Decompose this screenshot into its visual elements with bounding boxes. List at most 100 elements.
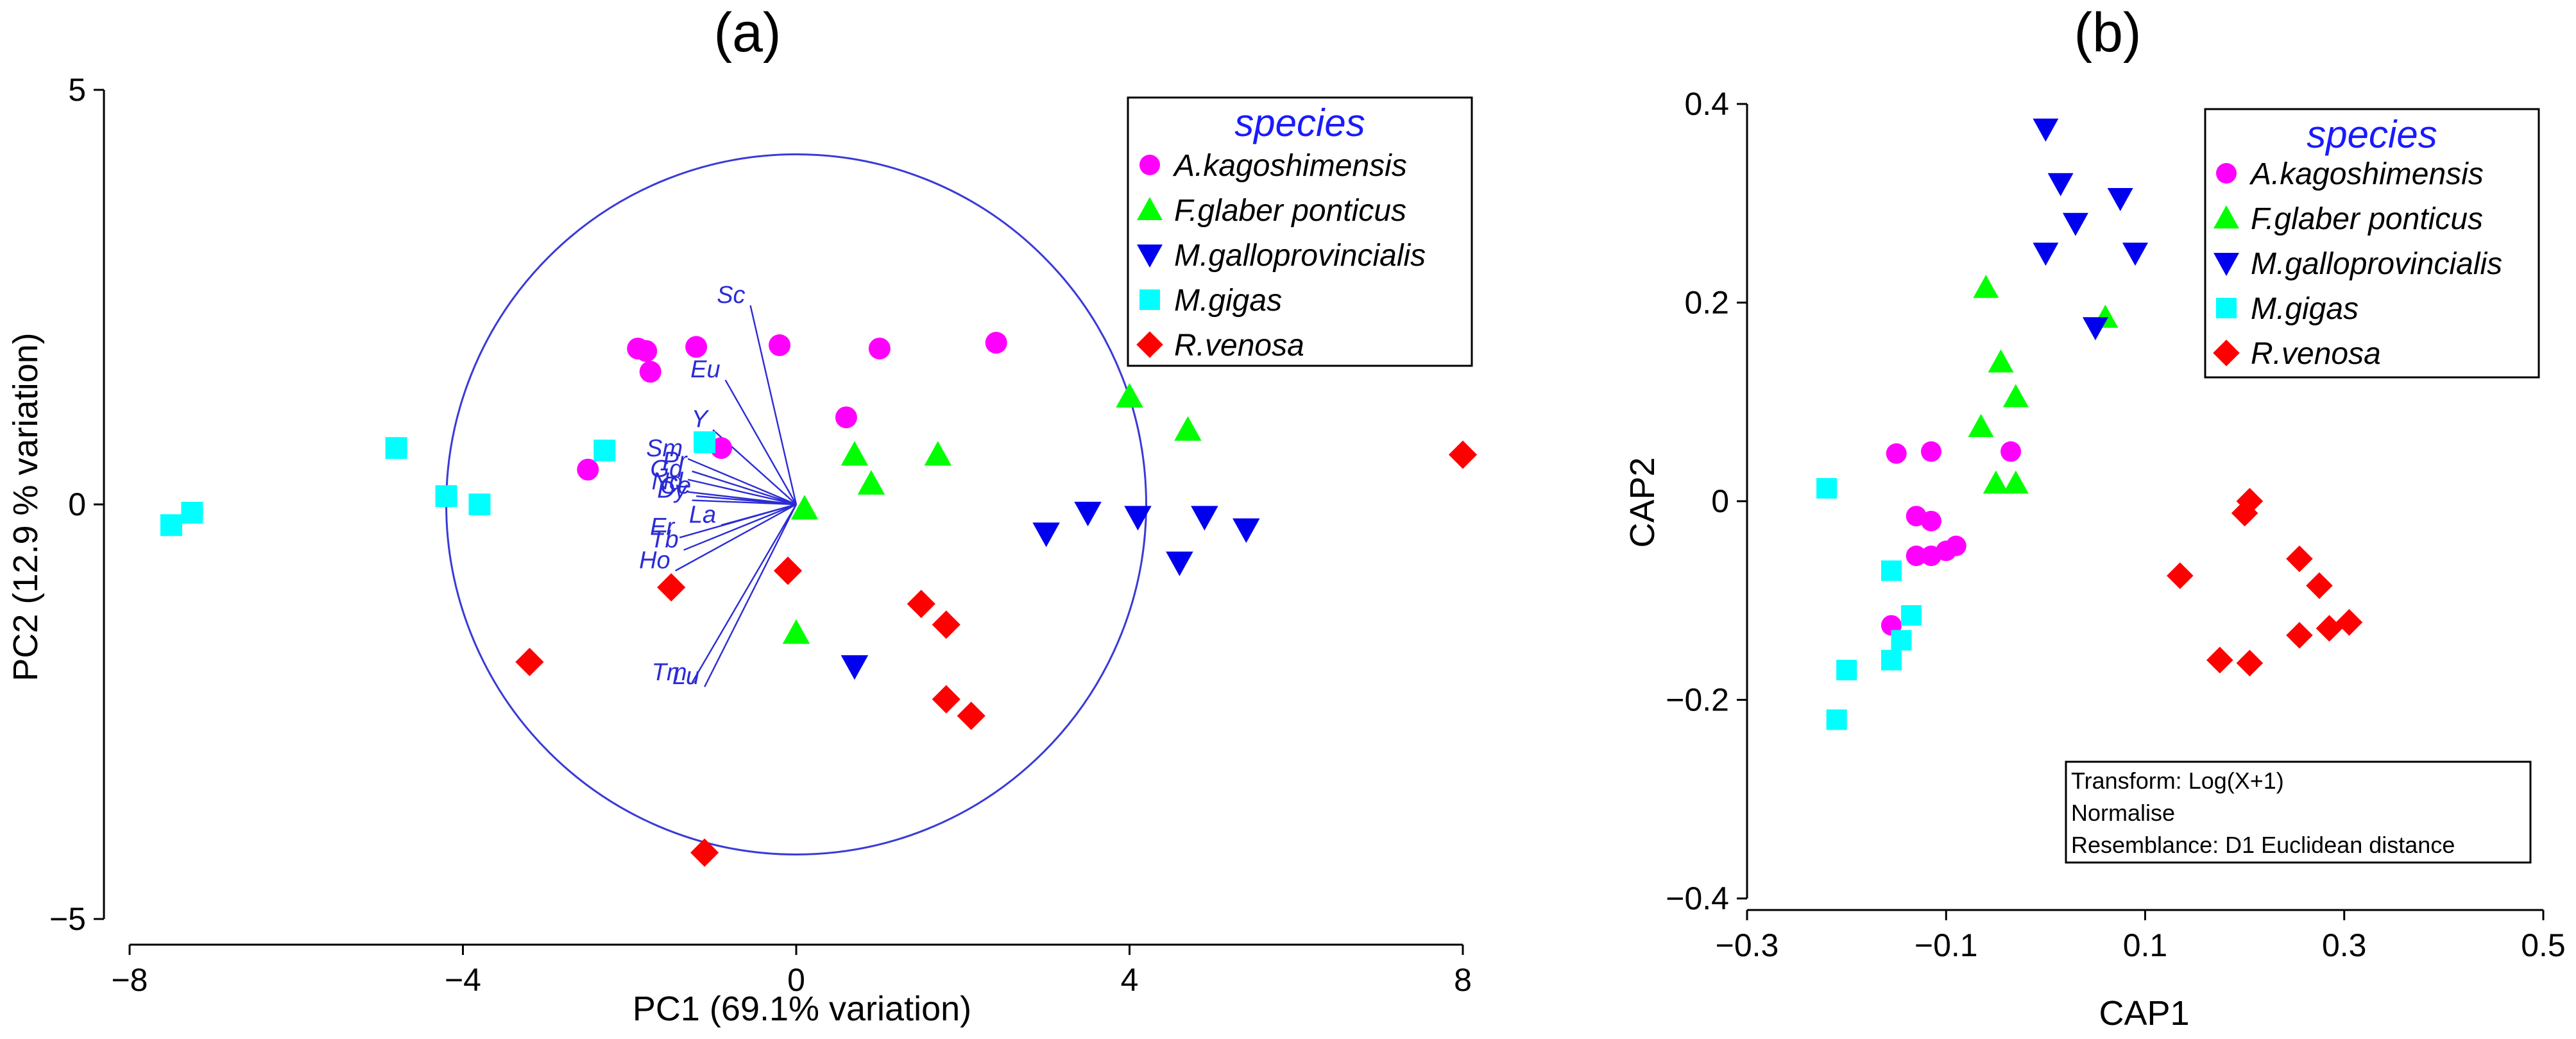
panel-b-point-a-kagoshimensis [1945, 535, 1966, 556]
panel-b-point-r-venosa [2306, 572, 2333, 599]
panel-a-point-a-kagoshimensis [577, 458, 599, 481]
vector-label-sm: Sm [646, 435, 683, 462]
panel-a-point-m-galloprovincialis [1124, 506, 1152, 531]
panel-b-y-tick-label: 0.2 [1684, 285, 1729, 321]
panel-b-legend-label-a-kagoshimensis: A.kagoshimensis [2249, 157, 2484, 191]
panel-a-point-m-gigas [593, 440, 616, 462]
panel-a-title: (a) [713, 2, 781, 64]
panel-a-pca-biplot: (a) −8 −4 0 4 8 −5 0 5 PC1 (69.1% variation) PC… [6, 2, 1478, 1028]
panel-b-point-r-venosa [2236, 649, 2264, 677]
panel-a-point-r-venosa [657, 573, 686, 602]
vector-eu [724, 379, 798, 505]
panel-a-x-tick-label: −4 [445, 962, 481, 998]
panel-b-x-tick-label: 0.3 [2322, 927, 2367, 963]
panel-a-x-axis-label: PC1 (69.1% variation) [633, 990, 971, 1028]
vector-label-eu: Eu [690, 356, 720, 383]
panel-b-point-a-kagoshimensis [1906, 545, 1927, 567]
panel-a-legend-box [1127, 96, 1473, 367]
panel-a-point-r-venosa [957, 701, 985, 730]
panel-b-x-axis-label: CAP1 [2099, 994, 2189, 1033]
panel-b-point-a-kagoshimensis [1920, 510, 1941, 531]
panel-a-point-m-gigas [435, 485, 457, 508]
panel-a-legend-marker-f-glaber-ponticus [1137, 197, 1163, 220]
panel-a-point-a-kagoshimensis [868, 338, 891, 360]
panel-b-point-f-glaber-ponticus [1973, 275, 1999, 298]
panel-a-x-tick-label: 4 [1121, 962, 1139, 998]
vector-label-sc: Sc [717, 282, 745, 309]
panel-a-point-a-kagoshimensis [685, 336, 708, 358]
vector-ho [675, 503, 797, 572]
vector-lu [704, 504, 798, 687]
panel-b-point-a-kagoshimensis [1920, 441, 1941, 462]
panel-b-cap-plot: (b) −0.3 −0.1 0.1 0.3 0.5 −0.4 −0.2 0 0.2 0.4 CAP… [1623, 2, 2566, 1033]
panel-b-x-tick-label: −0.3 [1716, 927, 1779, 963]
panel-b-annotation-line-3: Resemblance: D1 Euclidean distance [2071, 832, 2455, 858]
panel-a-point-m-galloprovincialis [1191, 506, 1218, 531]
vector-label-er: Er [650, 514, 675, 541]
panel-a-point-r-venosa [1448, 440, 1478, 469]
vector-ce [696, 495, 797, 506]
panel-b-point-f-glaber-ponticus [2002, 470, 2029, 494]
vector-sc [749, 305, 798, 505]
vector-label-gd: Gd [650, 456, 684, 483]
panel-b-y-tick-label: −0.4 [1666, 880, 1729, 916]
vector-label-tb: Tb [650, 526, 678, 553]
panel-b-annotation-line-1: Transform: Log(X+1) [2071, 768, 2284, 794]
panel-a-point-r-venosa [515, 648, 544, 676]
panel-a-ticks: −8 −4 0 4 8 −5 0 5 [49, 72, 1472, 998]
panel-b-x-tick-label: 0.5 [2521, 927, 2566, 963]
vector-tm [691, 504, 798, 683]
panel-b-point-r-venosa [2286, 545, 2313, 572]
vector-label-nd: Nd [652, 468, 684, 495]
panel-a-point-f-glaber-ponticus [857, 470, 885, 495]
panel-a-legend-marker-m-galloprovincialis [1137, 245, 1163, 268]
panel-a-point-r-venosa [932, 610, 960, 639]
panel-a-point-r-venosa [932, 685, 960, 714]
panel-b-point-f-glaber-ponticus [1988, 349, 2014, 373]
panel-a-point-m-galloprovincialis [1233, 518, 1260, 544]
panel-b-legend-label-m-gigas: M.gigas [2251, 292, 2358, 326]
panel-b-point-m-galloprovincialis [2062, 212, 2088, 236]
panel-a-x-tick-label: −8 [111, 962, 148, 998]
panel-b-x-tick-label: 0.1 [2123, 927, 2168, 963]
panel-b-legend-label-f-glaber-ponticus: F.glaber ponticus [2251, 202, 2483, 236]
panel-b-point-f-glaber-ponticus [1983, 470, 2009, 494]
panel-a-point-r-venosa [907, 589, 935, 619]
panel-b-point-f-glaber-ponticus [1968, 413, 1994, 437]
panel-b-point-r-venosa [2286, 622, 2313, 649]
panel-a-legend-label-m-galloprovincialis: M.galloprovincialis [1174, 239, 1426, 273]
panel-b-point-m-gigas [1891, 630, 1912, 651]
panel-a-point-f-glaber-ponticus [1174, 416, 1202, 441]
panel-a-point-f-glaber-ponticus [790, 495, 819, 520]
panel-a-x-tick-label: 8 [1454, 962, 1472, 998]
vector-label-tm: Tm [652, 659, 687, 686]
panel-b-ticks: −0.3 −0.1 0.1 0.3 0.5 −0.4 −0.2 0 0.2 0.4 [1666, 86, 2565, 963]
panel-b-point-m-galloprovincialis [2107, 188, 2133, 212]
panel-b-title: (b) [2074, 2, 2141, 64]
panel-b-point-r-venosa [2335, 608, 2363, 636]
panel-b-annotation: Transform: Log(X+1) Normalise Resemblanc… [2065, 760, 2532, 864]
panel-a-y-tick-label: −5 [49, 901, 86, 937]
panel-a-points [160, 332, 1478, 867]
panel-b-legend-marker-a-kagoshimensis [2216, 163, 2237, 184]
panel-b-y-tick-label: 0.4 [1684, 86, 1729, 122]
vector-tb [683, 503, 797, 551]
panel-a-legend-marker-a-kagoshimensis [1139, 155, 1160, 175]
panel-a-legend-label-m-gigas: M.gigas [1174, 284, 1282, 318]
panel-a-point-a-kagoshimensis [635, 339, 658, 362]
panel-b-point-m-galloprovincialis [2047, 173, 2074, 196]
panel-a-point-a-kagoshimensis [710, 437, 733, 459]
vector-label-dy: Dy [657, 477, 688, 504]
panel-a-legend-label-f-glaber-ponticus: F.glaber ponticus [1174, 194, 1406, 228]
panel-b-point-m-gigas [1826, 709, 1847, 730]
panel-b-point-m-galloprovincialis [2033, 243, 2059, 266]
panel-b-y-axis-label: CAP2 [1623, 457, 1662, 547]
panel-b-point-f-glaber-ponticus [2002, 384, 2029, 408]
panel-a-y-axis-label: PC2 (12.9 % variation) [6, 332, 45, 681]
panel-a-point-r-venosa [773, 556, 803, 585]
panel-a-point-a-kagoshimensis [985, 332, 1007, 354]
vector-pr [692, 470, 797, 506]
panel-b-point-m-gigas [1881, 649, 1902, 671]
